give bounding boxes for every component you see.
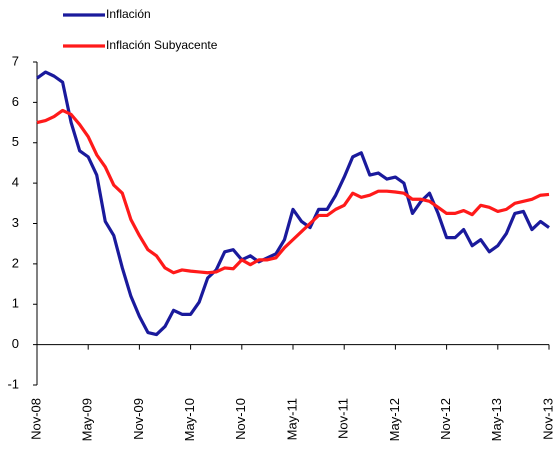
x-tick-label: Nov-09	[131, 398, 146, 440]
series-line	[36, 70, 550, 337]
y-tick-label: 6	[12, 94, 19, 109]
x-tick-label: Nov-12	[438, 398, 453, 440]
y-tick-label: 1	[12, 296, 19, 311]
y-tick-label: 0	[12, 336, 19, 351]
y-tick-label: 2	[12, 255, 19, 270]
y-tick-label: -1	[7, 376, 19, 391]
y-tick-label: 7	[12, 53, 19, 68]
legend-label: Inflación	[106, 7, 151, 21]
x-tick-label: Nov-13	[540, 398, 555, 440]
x-tick-label: May-13	[489, 398, 504, 441]
y-tick-label: 4	[12, 175, 19, 190]
x-tick-label: Nov-11	[336, 398, 351, 439]
x-tick-label: Nov-08	[28, 398, 43, 440]
y-tick-label: 5	[12, 134, 19, 149]
x-tick-label: May-09	[80, 398, 95, 441]
legend-label: Inflación Subyacente	[106, 38, 218, 52]
x-tick-label: May-12	[387, 398, 402, 441]
x-tick-label: May-10	[182, 398, 197, 441]
x-tick-label: Nov-10	[233, 398, 248, 440]
series-line	[36, 108, 550, 275]
x-tick-label: May-11	[284, 398, 299, 440]
y-tick-label: 3	[12, 215, 19, 230]
